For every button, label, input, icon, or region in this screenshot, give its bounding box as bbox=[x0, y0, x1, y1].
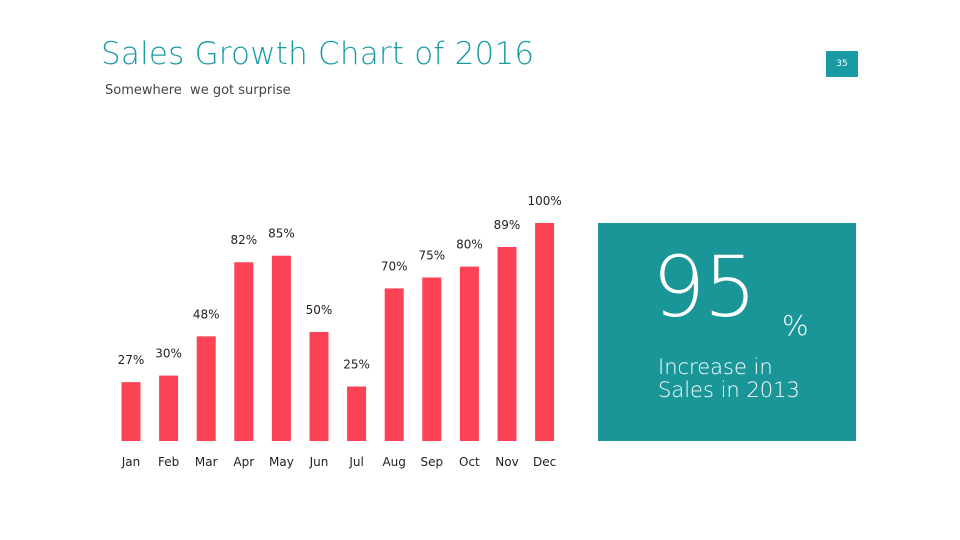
bar-apr bbox=[234, 262, 254, 441]
bar-aug bbox=[384, 288, 404, 441]
data-label-mar: 48% bbox=[193, 307, 220, 321]
stat-caption-line1: Increase in bbox=[658, 355, 773, 379]
stat-box: 95 % Increase in Sales in 2013 bbox=[598, 223, 856, 441]
data-label-feb: 30% bbox=[155, 347, 182, 361]
bar-jan bbox=[121, 382, 141, 441]
data-label-oct: 80% bbox=[456, 238, 483, 252]
x-tick-label-feb: Feb bbox=[158, 455, 179, 469]
data-label-jul: 25% bbox=[343, 358, 370, 372]
bar-nov bbox=[497, 246, 517, 441]
stat-value: 95 bbox=[652, 238, 757, 336]
x-tick-label-sep: Sep bbox=[420, 455, 443, 469]
x-tick-label-nov: Nov bbox=[495, 455, 518, 469]
bar-feb bbox=[159, 375, 179, 441]
bar-chart: 27% Jan 30% Feb 48% Mar 82% Apr 85% May 50% Jun 25% J… bbox=[118, 194, 562, 469]
data-label-jan: 27% bbox=[118, 353, 145, 367]
data-label-may: 85% bbox=[268, 227, 295, 241]
x-tick-label-mar: Mar bbox=[195, 455, 218, 469]
bar-sep bbox=[422, 277, 442, 441]
stat-caption: Increase in Sales in 2013 bbox=[658, 356, 848, 402]
x-tick-label-aug: Aug bbox=[382, 455, 405, 469]
data-label-apr: 82% bbox=[230, 233, 257, 247]
x-tick-label-jan: Jan bbox=[121, 455, 141, 469]
bar-jun bbox=[309, 332, 329, 441]
x-tick-label-jun: Jun bbox=[309, 455, 329, 469]
data-label-aug: 70% bbox=[381, 259, 408, 273]
slide-subtitle: Somewhere we got surprise bbox=[105, 83, 291, 98]
page-number-badge: 35 bbox=[826, 51, 858, 77]
data-label-jun: 50% bbox=[306, 303, 333, 317]
x-tick-label-dec: Dec bbox=[533, 455, 556, 469]
x-tick-label-apr: Apr bbox=[233, 455, 254, 469]
bar-dec bbox=[535, 223, 555, 441]
bar-jul bbox=[347, 386, 367, 441]
x-tick-label-may: May bbox=[269, 455, 294, 469]
data-label-sep: 75% bbox=[418, 249, 445, 263]
data-label-dec: 100% bbox=[527, 194, 561, 208]
data-label-nov: 89% bbox=[494, 218, 521, 232]
stat-unit: % bbox=[782, 309, 809, 342]
stat-caption-line2: Sales in 2013 bbox=[658, 378, 800, 402]
x-tick-label-oct: Oct bbox=[459, 455, 480, 469]
bar-may bbox=[271, 255, 291, 441]
x-tick-label-jul: Jul bbox=[348, 455, 363, 469]
slide-title: Sales Growth Chart of 2016 bbox=[101, 36, 535, 72]
bar-mar bbox=[196, 336, 216, 441]
bar-oct bbox=[459, 266, 479, 441]
